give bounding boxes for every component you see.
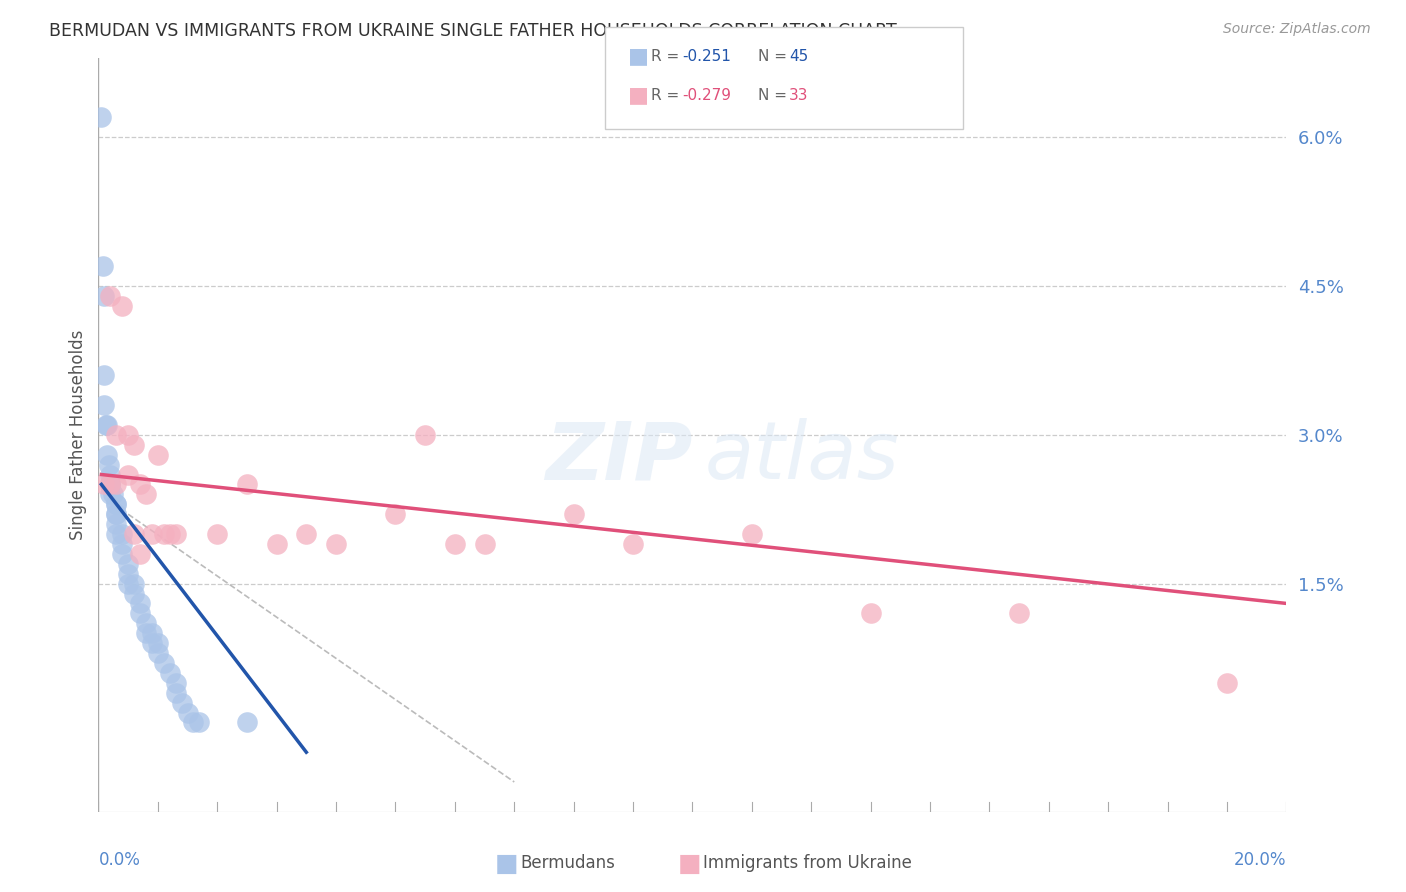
Point xyxy=(117,467,139,482)
Text: Bermudans: Bermudans xyxy=(520,855,614,872)
Text: 20.0%: 20.0% xyxy=(1234,851,1286,870)
Point xyxy=(384,507,406,521)
Point xyxy=(105,497,128,511)
Point xyxy=(98,467,121,482)
Point xyxy=(122,576,145,591)
Text: -0.251: -0.251 xyxy=(682,49,731,63)
Point xyxy=(98,477,121,491)
Point xyxy=(117,557,139,571)
Point xyxy=(94,417,117,432)
Point xyxy=(146,448,169,462)
Point xyxy=(859,607,882,621)
Point xyxy=(122,527,145,541)
Point xyxy=(98,289,121,303)
Point xyxy=(165,675,187,690)
Text: ■: ■ xyxy=(628,46,650,66)
Text: R =: R = xyxy=(651,49,685,63)
Point xyxy=(188,715,211,730)
Text: -0.279: -0.279 xyxy=(682,88,731,103)
Text: ■: ■ xyxy=(495,852,519,875)
Point xyxy=(103,487,125,501)
Point xyxy=(122,438,145,452)
Point xyxy=(135,487,157,501)
Point xyxy=(90,111,112,125)
Text: ■: ■ xyxy=(678,852,702,875)
Point xyxy=(129,597,152,611)
Point xyxy=(1008,607,1031,621)
Point xyxy=(96,448,118,462)
Point xyxy=(105,428,128,442)
Point xyxy=(117,428,139,442)
Text: BERMUDAN VS IMMIGRANTS FROM UKRAINE SINGLE FATHER HOUSEHOLDS CORRELATION CHART: BERMUDAN VS IMMIGRANTS FROM UKRAINE SING… xyxy=(49,22,897,40)
Point xyxy=(105,527,128,541)
Point xyxy=(266,537,288,551)
Point xyxy=(621,537,644,551)
Point xyxy=(111,537,134,551)
Point xyxy=(325,537,347,551)
Text: 45: 45 xyxy=(789,49,808,63)
Point xyxy=(93,289,115,303)
Point xyxy=(135,616,157,631)
Point xyxy=(295,527,318,541)
Point xyxy=(443,537,465,551)
Point xyxy=(129,547,152,561)
Point xyxy=(1216,675,1239,690)
Text: ■: ■ xyxy=(628,86,650,105)
Point xyxy=(141,527,163,541)
Text: atlas: atlas xyxy=(704,418,898,497)
Point xyxy=(93,398,115,412)
Point xyxy=(111,527,134,541)
Y-axis label: Single Father Households: Single Father Households xyxy=(69,330,87,540)
Point xyxy=(111,547,134,561)
Point xyxy=(146,636,169,650)
Point xyxy=(93,368,115,383)
Point xyxy=(98,487,121,501)
Text: ZIP: ZIP xyxy=(546,418,692,497)
Point xyxy=(152,656,174,670)
Point xyxy=(562,507,585,521)
Point xyxy=(117,576,139,591)
Point xyxy=(413,428,436,442)
Point xyxy=(111,299,134,313)
Point xyxy=(165,686,187,700)
Point xyxy=(141,626,163,640)
Point xyxy=(129,477,152,491)
Point xyxy=(236,715,259,730)
Point xyxy=(105,497,128,511)
Point xyxy=(129,607,152,621)
Point xyxy=(152,527,174,541)
Text: Source: ZipAtlas.com: Source: ZipAtlas.com xyxy=(1223,22,1371,37)
Point xyxy=(183,715,205,730)
Point xyxy=(146,646,169,660)
Point xyxy=(93,477,115,491)
Point xyxy=(165,527,187,541)
Point xyxy=(105,477,128,491)
Point xyxy=(236,477,259,491)
Text: R =: R = xyxy=(651,88,685,103)
Text: 0.0%: 0.0% xyxy=(98,851,141,870)
Point xyxy=(474,537,496,551)
Point xyxy=(117,566,139,581)
Point xyxy=(159,527,181,541)
Point xyxy=(105,517,128,532)
Point xyxy=(176,706,198,720)
Point xyxy=(105,507,128,521)
Text: N =: N = xyxy=(758,49,792,63)
Point xyxy=(91,259,114,273)
Point xyxy=(96,417,118,432)
Point xyxy=(135,626,157,640)
Text: Immigrants from Ukraine: Immigrants from Ukraine xyxy=(703,855,912,872)
Point xyxy=(105,507,128,521)
Point xyxy=(159,665,181,680)
Point xyxy=(98,477,121,491)
Text: N =: N = xyxy=(758,88,792,103)
Point xyxy=(141,636,163,650)
Point xyxy=(741,527,763,541)
Point xyxy=(122,586,145,600)
Point xyxy=(98,477,121,491)
Text: 33: 33 xyxy=(789,88,808,103)
Point xyxy=(170,696,193,710)
Point xyxy=(98,458,121,472)
Point xyxy=(205,527,228,541)
